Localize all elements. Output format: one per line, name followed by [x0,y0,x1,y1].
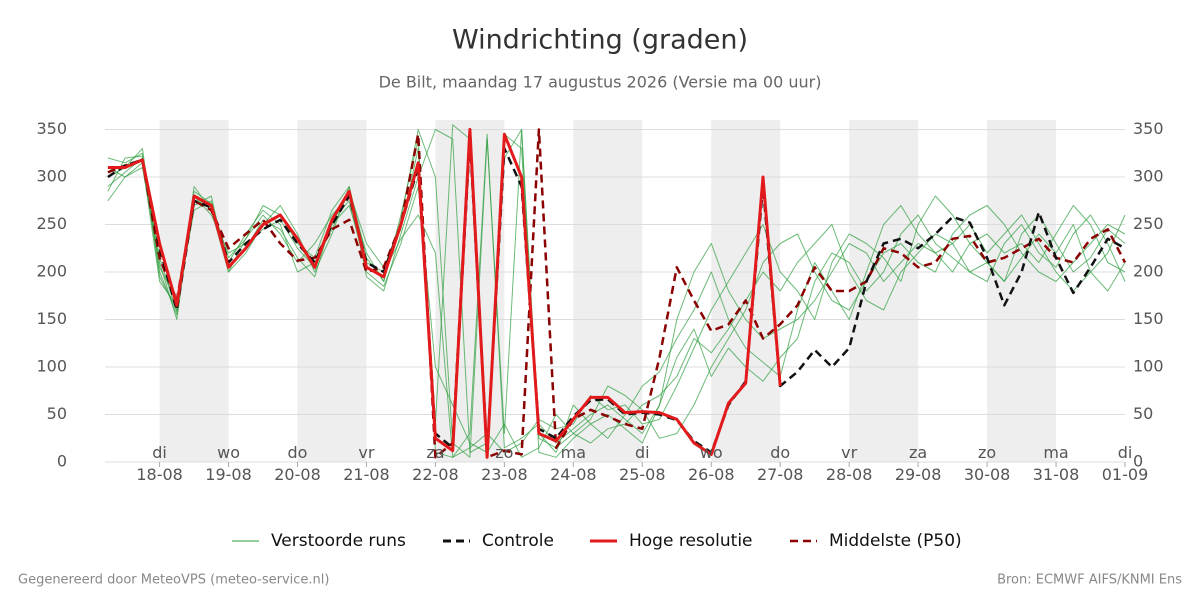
x-tick-label: di 18-08 [136,443,183,484]
chart-subtitle: De Bilt, maandag 17 augustus 2026 (Versi… [379,73,822,92]
day-shade [987,120,1057,462]
ensemble-line [107,162,1126,458]
y-tick-label: 150 [36,309,67,328]
x-tick-label: zo 23-08 [481,443,528,484]
y2-tick-label: 350 [1133,119,1164,138]
y2-tick-label: 0 [1133,452,1143,471]
day-shade [297,120,367,462]
x-tick-label: za 29-08 [894,443,942,484]
x-tick-label: vr 21-08 [343,443,390,484]
x-tick-label: di 01-09 [1101,443,1149,484]
x-tick-label: di 25-08 [619,443,666,484]
x-tick-label: za 22-08 [412,443,459,484]
y2-tick-label: 150 [1133,309,1164,328]
y2-tick-label: 100 [1133,357,1164,376]
chart-title: Windrichting (graden) [452,25,748,56]
y2-tick-label: 300 [1133,167,1164,186]
legend-label: Middelste (P50) [829,531,962,551]
x-tick-label: do 27-08 [756,443,804,484]
x-tick-label: ma 31-08 [1032,443,1080,484]
y-tick-label: 350 [36,119,67,138]
x-tick-label: zo 30-08 [963,443,1011,484]
y-tick-label: 200 [36,262,67,281]
x-tick-label: do 20-08 [274,443,321,484]
footer-right: Bron: ECMWF AIFS/KNMI Ens [997,573,1182,588]
x-tick-label: wo 19-08 [205,443,252,484]
series-line [107,128,1127,459]
footer-left: Gegenereerd door MeteoVPS (meteo-service… [18,573,329,588]
legend-label: Verstoorde runs [271,531,406,551]
y2-tick-label: 50 [1133,404,1153,423]
series-line [107,137,1126,454]
legend-label: Controle [482,531,554,551]
y-tick-label: 50 [47,404,67,423]
y-tick-label: 0 [57,452,67,471]
x-tick-label: vr 28-08 [825,443,873,484]
day-shade [711,120,781,462]
legend-label: Hoge resolutie [629,531,753,551]
y2-tick-label: 250 [1133,214,1164,233]
y-tick-label: 250 [36,214,67,233]
ensemble-line [107,129,1126,458]
series-line [107,128,782,459]
x-tick-label: ma 24-08 [550,443,597,484]
day-shade [435,120,505,462]
y2-tick-label: 200 [1133,262,1164,281]
x-tick-label: wo 26-08 [688,443,735,484]
y-tick-label: 300 [36,167,67,186]
y-tick-label: 100 [36,357,67,376]
ensemble-line [107,133,1126,458]
